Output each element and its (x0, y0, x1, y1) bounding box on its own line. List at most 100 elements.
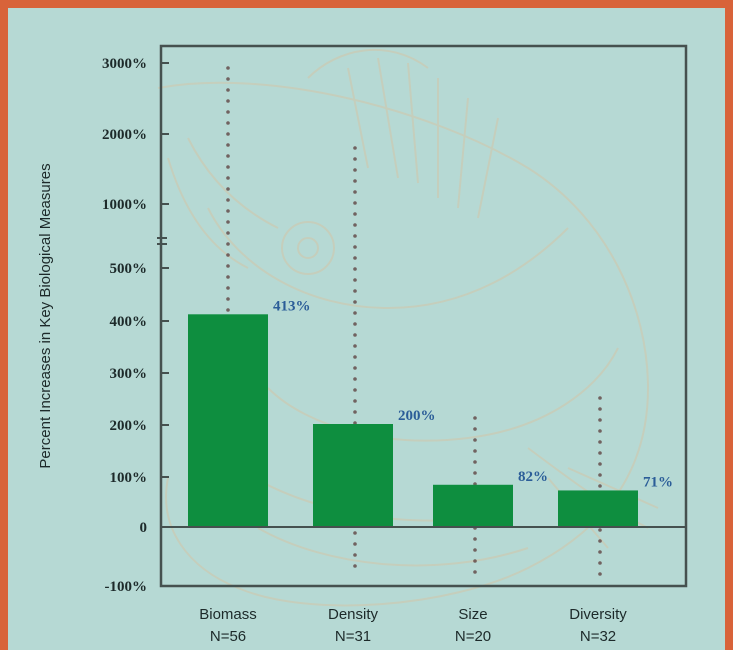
data-point (226, 132, 230, 136)
bar-density[interactable] (313, 424, 393, 527)
bar-chart: 3000% 2000% 1000% 500% 400% 300% 200% 100% 0 -100… (37, 44, 688, 645)
data-point (353, 311, 357, 315)
data-point (226, 88, 230, 92)
data-point (598, 407, 602, 411)
data-point (353, 344, 357, 348)
data-point (473, 570, 477, 574)
y-tick-label: 2000% (102, 127, 147, 143)
data-point (353, 190, 357, 194)
data-point (473, 427, 477, 431)
data-point (473, 460, 477, 464)
y-tick-label: 400% (110, 314, 148, 330)
category-label: Size (458, 606, 487, 623)
data-point (473, 438, 477, 442)
data-point (353, 234, 357, 238)
data-point (226, 143, 230, 147)
data-point (353, 531, 357, 535)
data-point (598, 484, 602, 488)
plot-border (159, 44, 688, 588)
y-axis-title: Percent Increases in Key Biological Meas… (37, 163, 54, 468)
data-point (473, 537, 477, 541)
data-point (353, 223, 357, 227)
data-point (353, 267, 357, 271)
data-point (226, 253, 230, 257)
data-point (598, 550, 602, 554)
data-point (598, 440, 602, 444)
data-point (598, 396, 602, 400)
data-point (598, 462, 602, 466)
data-point (353, 289, 357, 293)
sample-size-label: N=32 (580, 628, 616, 645)
data-point (226, 77, 230, 81)
data-point (353, 553, 357, 557)
data-point (226, 242, 230, 246)
data-point (473, 471, 477, 475)
data-point (353, 410, 357, 414)
data-point (473, 548, 477, 552)
data-point (226, 308, 230, 312)
bar-value-label: 200% (398, 408, 436, 424)
bar-biomass[interactable] (188, 314, 268, 527)
data-point (473, 559, 477, 563)
data-point (226, 220, 230, 224)
data-point (353, 366, 357, 370)
data-point (598, 528, 602, 532)
data-point (226, 297, 230, 301)
category-label: Diversity (569, 606, 627, 623)
sample-size-label: N=31 (335, 628, 371, 645)
sample-size-label: N=20 (455, 628, 491, 645)
data-point (353, 333, 357, 337)
y-tick-label: 200% (110, 418, 148, 434)
y-tick-label: 3000% (102, 56, 147, 72)
data-point (226, 110, 230, 114)
category-label: Density (328, 606, 379, 623)
data-point (226, 187, 230, 191)
data-point (473, 449, 477, 453)
data-point (598, 539, 602, 543)
sample-size-label: N=56 (210, 628, 246, 645)
data-point (353, 542, 357, 546)
data-point (353, 388, 357, 392)
data-point (226, 286, 230, 290)
data-point (226, 264, 230, 268)
data-point (226, 176, 230, 180)
data-point (598, 451, 602, 455)
bar-size[interactable] (433, 484, 513, 527)
bar-value-label: 71% (643, 474, 673, 490)
data-point (353, 201, 357, 205)
data-point (353, 564, 357, 568)
data-point (353, 256, 357, 260)
data-point (226, 154, 230, 158)
y-tick-label: 1000% (102, 197, 147, 213)
bar-value-label: 413% (273, 298, 311, 314)
y-tick-label: 500% (110, 261, 148, 277)
data-point (226, 121, 230, 125)
data-point (226, 209, 230, 213)
data-point (353, 355, 357, 359)
chart-frame: 3000% 2000% 1000% 500% 400% 300% 200% 100% 0 -100… (8, 8, 725, 650)
data-point (353, 179, 357, 183)
data-point (353, 399, 357, 403)
data-point (226, 231, 230, 235)
data-point (353, 212, 357, 216)
data-point (353, 146, 357, 150)
y-tick-label: -100% (105, 579, 148, 595)
data-point (353, 300, 357, 304)
data-point (598, 572, 602, 576)
bar-diversity[interactable] (558, 490, 638, 527)
bar-value-label: 82% (518, 469, 548, 485)
y-tick-label: 100% (110, 470, 148, 486)
data-point (353, 322, 357, 326)
data-point (226, 275, 230, 279)
data-point (353, 157, 357, 161)
data-point (473, 416, 477, 420)
category-label: Biomass (199, 606, 257, 623)
data-point (598, 429, 602, 433)
data-point (353, 278, 357, 282)
data-point (226, 66, 230, 70)
data-point (353, 421, 357, 425)
data-point (226, 165, 230, 169)
data-point (353, 377, 357, 381)
data-point (353, 245, 357, 249)
data-point (598, 473, 602, 477)
